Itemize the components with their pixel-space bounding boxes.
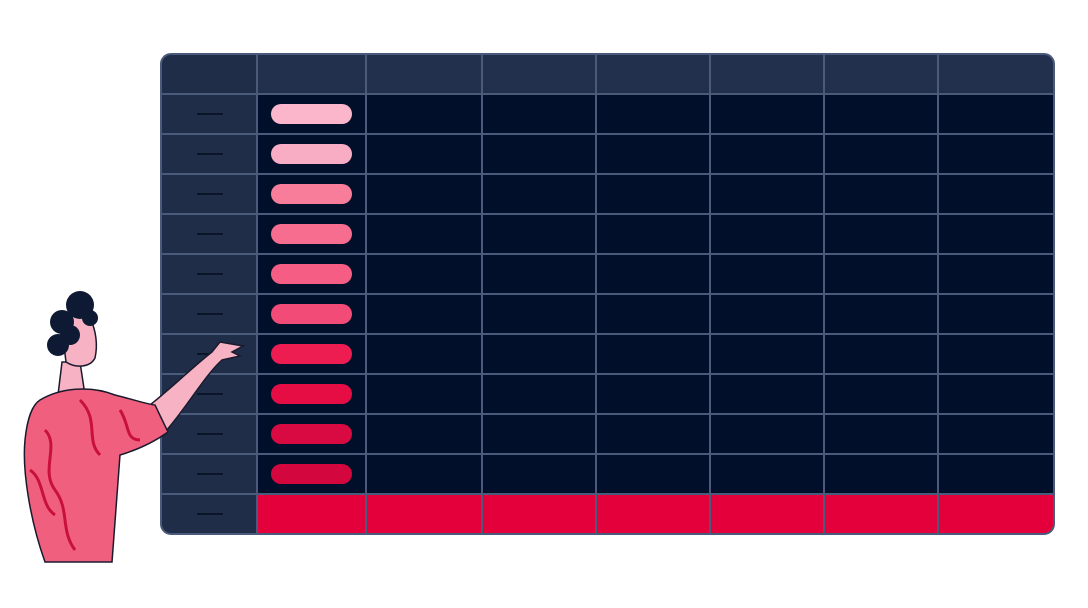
shirt: [23, 388, 169, 563]
arm: [149, 341, 246, 434]
pill: [271, 264, 352, 284]
footer-row: [257, 494, 1054, 534]
pill: [271, 384, 352, 404]
table-border: [160, 53, 1055, 535]
pill: [271, 104, 352, 124]
pill: [271, 224, 352, 244]
header-row: [161, 54, 1054, 94]
pill: [271, 344, 352, 364]
pill: [271, 144, 352, 164]
hair: [47, 291, 98, 356]
person: [23, 291, 246, 563]
pill: [271, 184, 352, 204]
shirt-pattern: [29, 398, 141, 551]
pill: [271, 424, 352, 444]
pill: [271, 464, 352, 484]
pill: [271, 304, 352, 324]
table: [161, 54, 1054, 534]
